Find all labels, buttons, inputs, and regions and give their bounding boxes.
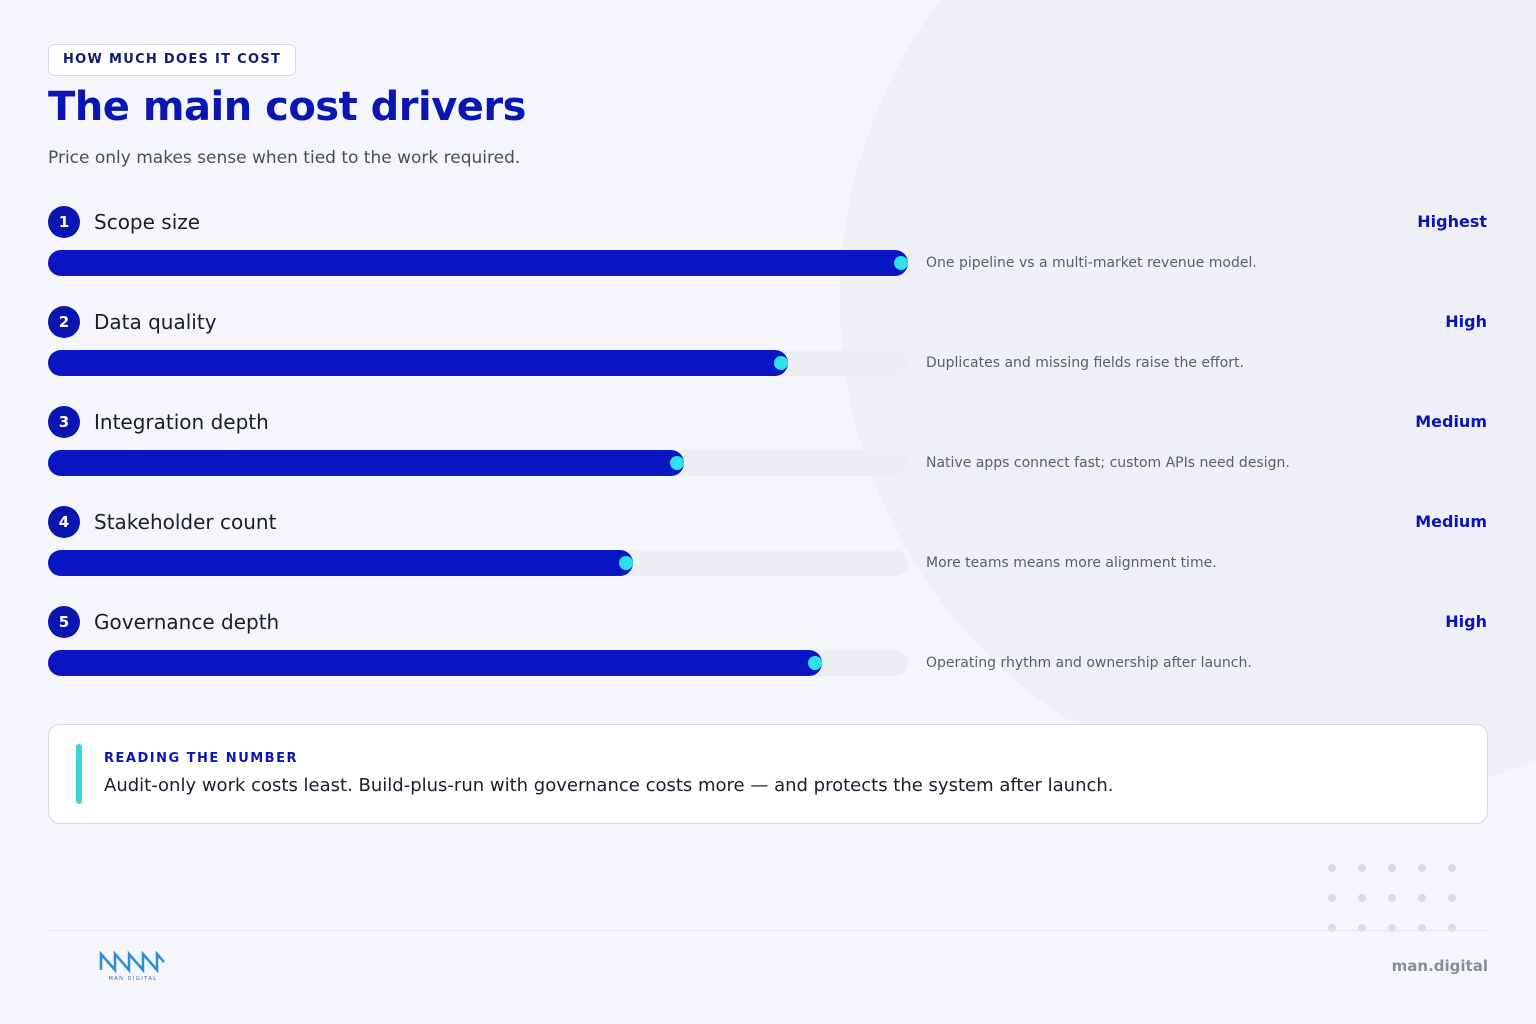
level-label: Medium: [1415, 512, 1487, 531]
decor-dot: [1448, 864, 1456, 872]
eyebrow: HOW MUCH DOES IT COST: [48, 44, 297, 76]
logo: MAN DIGITAL: [99, 950, 165, 982]
category-label: Data quality: [94, 310, 217, 334]
note: One pipeline vs a multi-market revenue m…: [926, 255, 1257, 271]
bar-end-marker: [894, 256, 908, 270]
bar: [48, 450, 685, 476]
decor-dot: [1358, 864, 1366, 872]
logo-text: MAN DIGITAL: [108, 976, 157, 982]
callout-accent: [76, 744, 82, 804]
title: The main cost drivers: [48, 84, 526, 130]
site-link[interactable]: man.digital: [1391, 957, 1488, 975]
decor-dot: [1418, 924, 1426, 932]
rank-badge: 2: [48, 306, 80, 338]
category-label: Stakeholder count: [94, 510, 277, 534]
callout-label: READING THE NUMBER: [104, 751, 298, 766]
level-label: Highest: [1417, 212, 1487, 231]
decor-dot: [1358, 924, 1366, 932]
logo-mark: [99, 950, 165, 974]
decor-dot: [1358, 894, 1366, 902]
decor-dot: [1328, 864, 1336, 872]
bar: [48, 250, 908, 276]
callout-text: Audit-only work costs least. Build-plus-…: [104, 775, 1114, 796]
decor-dot: [1418, 894, 1426, 902]
category-label: Governance depth: [94, 610, 280, 634]
rank-badge: 1: [48, 206, 80, 238]
note: Duplicates and missing fields raise the …: [926, 355, 1244, 371]
decor-dot: [1328, 894, 1336, 902]
level-label: High: [1445, 612, 1487, 631]
note: More teams means more alignment time.: [926, 555, 1217, 571]
bar: [48, 650, 822, 676]
decor-dot: [1388, 894, 1396, 902]
callout: READING THE NUMBER Audit-only work costs…: [48, 724, 1488, 824]
decor-dot: [1448, 894, 1456, 902]
subtitle: Price only makes sense when tied to the …: [48, 148, 521, 168]
decor-dot: [1388, 924, 1396, 932]
decor-dot: [1448, 924, 1456, 932]
rank-badge: 3: [48, 406, 80, 438]
background-circle: [840, 0, 1536, 800]
decor-dot: [1418, 864, 1426, 872]
level-label: High: [1445, 312, 1487, 331]
category-label: Integration depth: [94, 410, 269, 434]
note: Native apps connect fast; custom APIs ne…: [926, 455, 1290, 471]
note: Operating rhythm and ownership after lau…: [926, 655, 1252, 671]
rank-badge: 4: [48, 506, 80, 538]
decor-dot: [1328, 924, 1336, 932]
bar-end-marker: [808, 656, 822, 670]
category-label: Scope size: [94, 210, 201, 234]
decor-dot: [1388, 864, 1396, 872]
divider: [48, 930, 1488, 931]
bar: [48, 550, 633, 576]
level-label: Medium: [1415, 412, 1487, 431]
bar-end-marker: [670, 456, 685, 470]
bar: [48, 350, 788, 376]
bar-end-marker: [773, 356, 788, 370]
rank-badge: 5: [48, 606, 80, 638]
bar-end-marker: [618, 556, 633, 570]
